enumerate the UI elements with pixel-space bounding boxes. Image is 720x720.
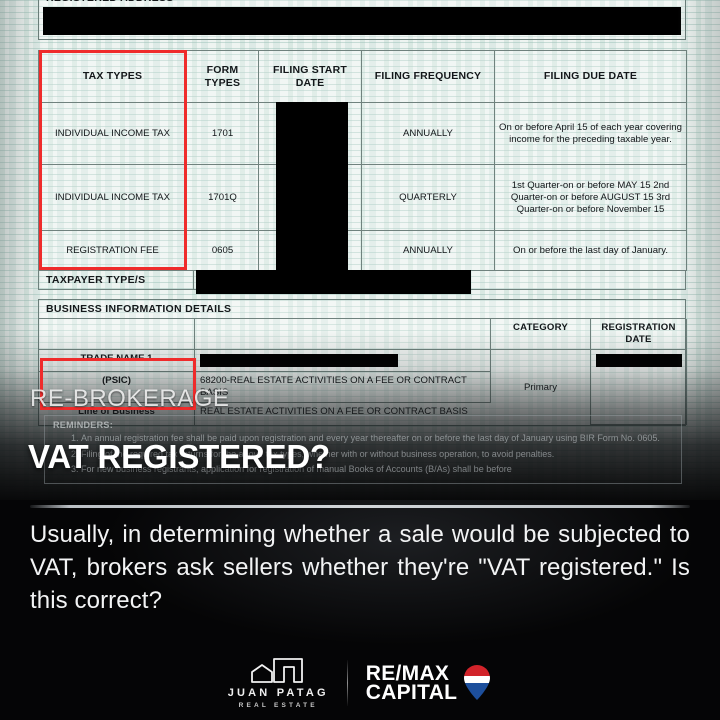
- registered-address-redaction: [43, 7, 681, 35]
- certificate-content: REGISTERED ADDRESS TAX TYPES FORM TYPES …: [38, 0, 687, 426]
- cell-tax-type: REGISTRATION FEE: [38, 230, 187, 271]
- col-header-filing-start-date: FILING START DATE: [258, 50, 362, 103]
- table-row: INDIVIDUAL INCOME TAX 1701 ANNUALLY On o…: [38, 102, 687, 165]
- caption-section: Usually, in determining whether a sale w…: [0, 500, 720, 720]
- table-row: INDIVIDUAL INCOME TAX 1701Q QUARTERLY 1s…: [38, 164, 687, 231]
- tax-types-table-wrapper: TAX TYPES FORM TYPES FILING START DATE F…: [38, 50, 687, 294]
- trade-name-label: TRADE NAME 1: [39, 350, 195, 372]
- cell-filing-due-date: On or before April 15 of each year cover…: [494, 102, 687, 165]
- juan-patag-logo: JUAN PATAG REAL ESTATE: [228, 656, 329, 710]
- cell-tax-type: INDIVIDUAL INCOME TAX: [38, 102, 187, 165]
- reminders-title: REMINDERS:: [53, 420, 114, 430]
- remax-capital-logo: RE/MAX CAPITAL: [365, 661, 493, 704]
- col-header-tax-types: TAX TYPES: [38, 50, 187, 103]
- col-header-registration-date: REGISTRATION DATE: [591, 319, 687, 350]
- remax-wordmark: RE/MAX CAPITAL: [365, 661, 458, 704]
- headline-vat-registered: VAT REGISTERED?: [28, 438, 330, 475]
- col-header-form-types: FORM TYPES: [186, 50, 259, 103]
- bid-spacer-1: [39, 319, 195, 350]
- re-brokerage-watermark: RE-BROKERAGE: [30, 385, 230, 412]
- remax-line-1: RE/MAX: [365, 661, 450, 685]
- juan-patag-name: JUAN PATAG: [227, 686, 329, 699]
- remax-line-2: CAPITAL: [365, 680, 458, 704]
- col-header-filing-frequency: FILING FREQUENCY: [361, 50, 495, 103]
- logo-separator: [346, 659, 348, 706]
- cell-filing-frequency: ANNUALLY: [361, 102, 495, 165]
- juan-patag-subtitle: REAL ESTATE: [238, 701, 318, 709]
- tax-types-table: TAX TYPES FORM TYPES FILING START DATE F…: [38, 50, 687, 271]
- registered-address-block: REGISTERED ADDRESS: [38, 0, 686, 40]
- body-copy-block: Usually, in determining whether a sale w…: [30, 518, 690, 617]
- body-copy-text: Usually, in determining whether a sale w…: [30, 521, 690, 614]
- cell-tax-type: INDIVIDUAL INCOME TAX: [38, 164, 187, 231]
- registration-date-value: [591, 350, 687, 425]
- table-row: REGISTRATION FEE 0605 ANNUALLY On or bef…: [38, 230, 687, 271]
- bir-certificate-image: REGISTERED ADDRESS TAX TYPES FORM TYPES …: [0, 0, 720, 505]
- cell-filing-frequency: QUARTERLY: [361, 164, 495, 231]
- cell-filing-due-date: 1st Quarter-on or before MAY 15 2nd Quar…: [494, 164, 687, 231]
- house-outline-icon: [251, 657, 304, 683]
- table-header-row: TAX TYPES FORM TYPES FILING START DATE F…: [38, 50, 687, 103]
- col-header-filing-due-date: FILING DUE DATE: [494, 50, 687, 103]
- cell-form-type: 1701: [186, 102, 259, 165]
- bid-spacer-2: [195, 319, 491, 350]
- cell-filing-due-date: On or before the last day of January.: [494, 230, 687, 271]
- psic-value: 68200-REAL ESTATE ACTIVITIES ON A FEE OR…: [195, 372, 491, 403]
- col-header-category: CATEGORY: [491, 319, 591, 350]
- business-information-title: BUSINESS INFORMATION DETAILS: [39, 300, 685, 319]
- trade-name-redaction: [200, 354, 398, 367]
- filing-start-date-redaction: [276, 102, 348, 270]
- taxpayer-types-label: TAXPAYER TYPE/S: [38, 270, 194, 290]
- category-value: Primary: [491, 350, 591, 425]
- trade-name-value: [195, 350, 491, 372]
- footer-logos: JUAN PATAG REAL ESTATE RE/MAX CAPITAL: [0, 645, 720, 720]
- taxpayer-type-redaction: [196, 270, 471, 294]
- cell-filing-frequency: ANNUALLY: [361, 230, 495, 271]
- registration-date-redaction: [596, 354, 682, 367]
- horizontal-divider: [30, 505, 690, 508]
- registered-address-label: REGISTERED ADDRESS: [39, 0, 685, 7]
- remax-balloon-icon: [464, 664, 491, 700]
- cell-form-type: 1701Q: [186, 164, 259, 231]
- cell-form-type: 0605: [186, 230, 259, 271]
